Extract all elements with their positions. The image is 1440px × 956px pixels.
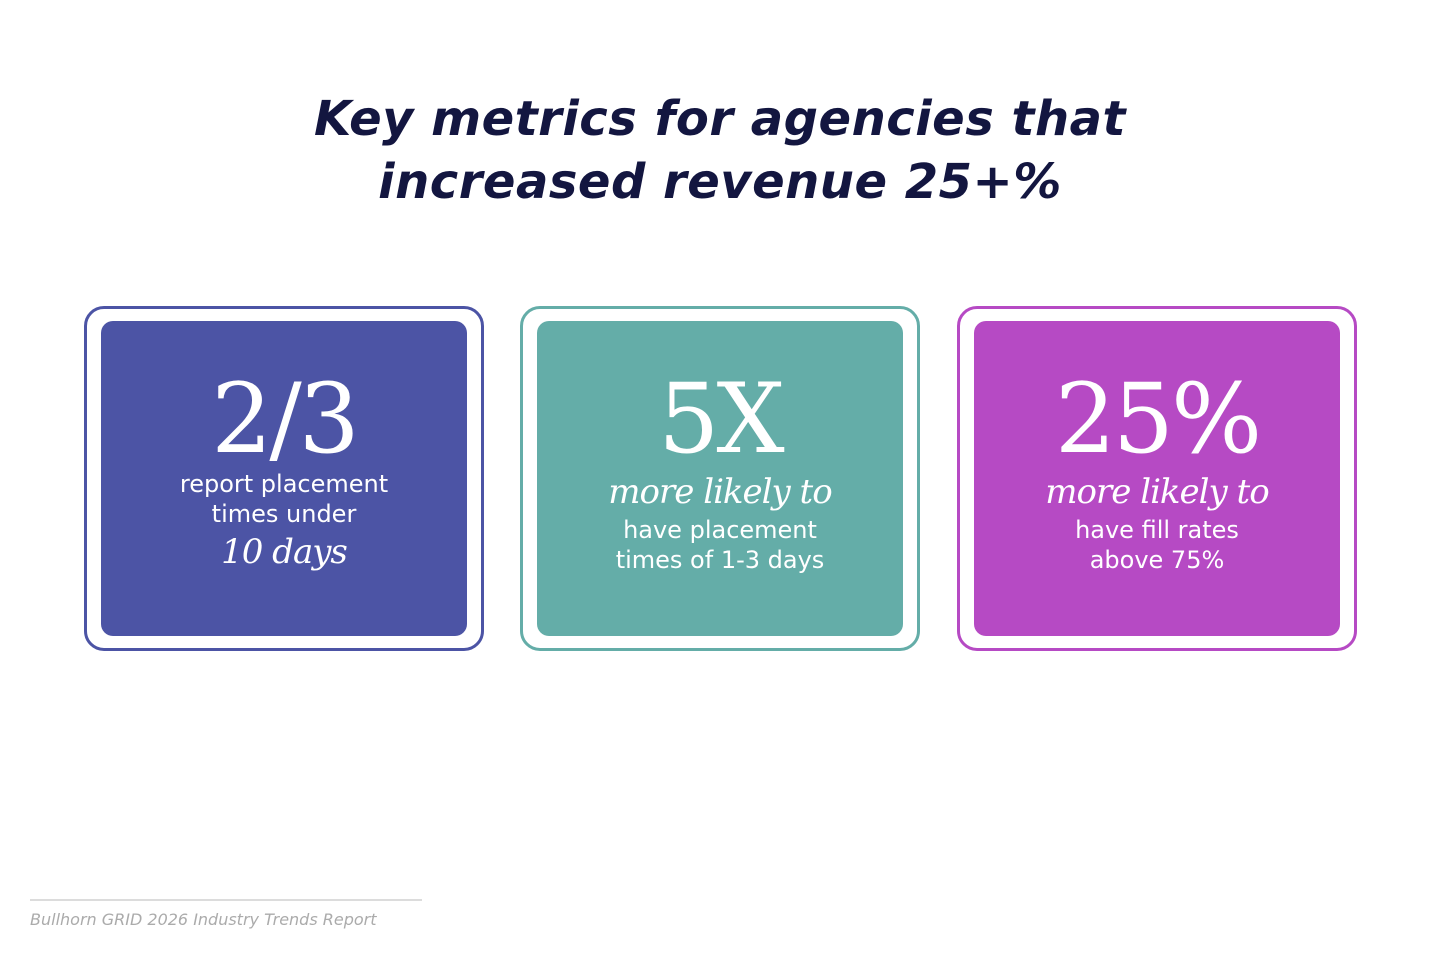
title-line: Key metrics for agencies that <box>314 91 1126 147</box>
caption: times of 1-3 days <box>615 546 825 574</box>
stat: 2/3 <box>211 363 360 475</box>
metric-card: 5X more likely to have placement times o… <box>520 306 920 651</box>
card-body: 2/3 report placement times under 10 days <box>101 321 467 636</box>
metric-card: 25% more likely to have fill rates above… <box>957 306 1357 651</box>
stat: 5X <box>658 363 784 475</box>
caption: report placement <box>179 470 389 498</box>
caption: above 75% <box>1089 546 1225 574</box>
caption: have fill rates <box>1075 516 1239 544</box>
card-body: 25% more likely to have fill rates above… <box>974 321 1340 636</box>
title: Key metrics for agencies that increased … <box>0 88 1440 214</box>
metric-card: 2/3 report placement times under 10 days <box>84 306 484 651</box>
caption: times under <box>211 500 357 528</box>
card-body: 5X more likely to have placement times o… <box>537 321 903 636</box>
title-line: increased revenue 25+% <box>378 154 1062 210</box>
emphasis: more likely to <box>1045 472 1269 512</box>
footer-rule <box>30 899 422 901</box>
footer: Bullhorn GRID 2026 Industry Trends Repor… <box>30 910 377 929</box>
stat: 25% <box>1054 363 1262 475</box>
caption: have placement <box>623 516 817 544</box>
emphasis: more likely to <box>608 472 832 512</box>
emphasis: 10 days <box>221 532 348 572</box>
